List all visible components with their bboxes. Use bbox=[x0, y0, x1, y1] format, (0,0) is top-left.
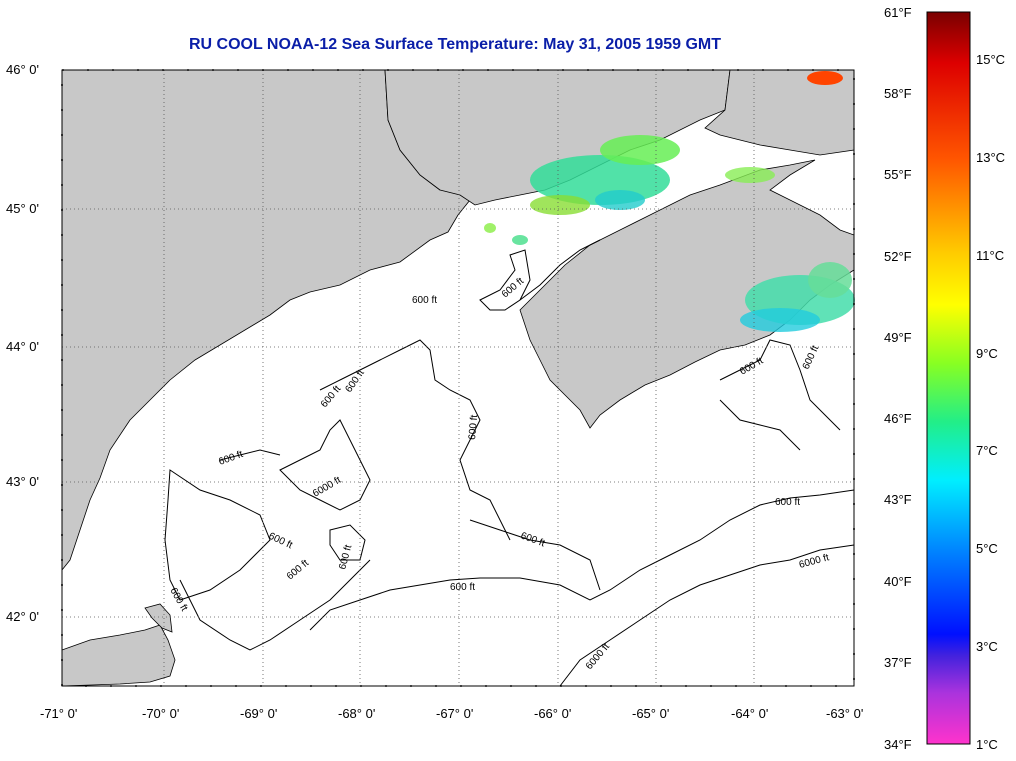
frame-ticks bbox=[61, 69, 855, 687]
f-label: 43°F bbox=[884, 492, 912, 507]
f-label: 55°F bbox=[884, 167, 912, 182]
f-label: 40°F bbox=[884, 574, 912, 589]
lon-tick-label: -65° 0' bbox=[632, 706, 669, 721]
latitude-axis: 46° 0' 45° 0' 44° 0' 43° 0' 42° 0' bbox=[6, 62, 39, 624]
c-label: 3°C bbox=[976, 639, 998, 654]
lon-tick-label: -68° 0' bbox=[338, 706, 375, 721]
lon-tick-label: -66° 0' bbox=[534, 706, 571, 721]
land-cape-cod bbox=[61, 624, 176, 687]
lat-tick-label: 43° 0' bbox=[6, 474, 39, 489]
contour-label: 600 ft bbox=[467, 414, 480, 440]
c-label: 7°C bbox=[976, 443, 998, 458]
f-label: 34°F bbox=[884, 737, 912, 752]
c-label: 13°C bbox=[976, 150, 1005, 165]
contour-label: 600 ft bbox=[775, 497, 800, 508]
lon-tick-label: -64° 0' bbox=[731, 706, 768, 721]
lon-tick-label: -67° 0' bbox=[436, 706, 473, 721]
f-label: 61°F bbox=[884, 5, 912, 20]
c-label: 9°C bbox=[976, 346, 998, 361]
longitude-axis: -71° 0' -70° 0' -69° 0' -68° 0' -67° 0' … bbox=[40, 706, 863, 721]
depth-contours bbox=[164, 239, 855, 687]
f-label: 46°F bbox=[884, 411, 912, 426]
lat-tick-label: 45° 0' bbox=[6, 201, 39, 216]
f-label: 58°F bbox=[884, 86, 912, 101]
lat-tick-label: 44° 0' bbox=[6, 339, 39, 354]
color-bar-gradient bbox=[926, 11, 971, 745]
color-bar: 61°F 58°F 55°F 52°F 49°F 46°F 43°F 40°F … bbox=[884, 5, 1005, 752]
c-label: 15°C bbox=[976, 52, 1005, 67]
sst-patches bbox=[484, 71, 855, 332]
lon-tick-label: -71° 0' bbox=[40, 706, 77, 721]
contour-label: 600 ft bbox=[412, 295, 437, 306]
map-title: RU COOL NOAA-12 Sea Surface Temperature:… bbox=[188, 36, 722, 53]
lon-tick-label: -63° 0' bbox=[826, 706, 863, 721]
lat-tick-label: 46° 0' bbox=[6, 62, 39, 77]
f-label: 52°F bbox=[884, 249, 912, 264]
fahrenheit-labels: 61°F 58°F 55°F 52°F 49°F 46°F 43°F 40°F … bbox=[884, 5, 912, 752]
c-label: 11°C bbox=[976, 248, 1004, 263]
lat-tick-label: 42° 0' bbox=[6, 609, 39, 624]
c-label: 5°C bbox=[976, 541, 998, 556]
lon-tick-label: -69° 0' bbox=[240, 706, 277, 721]
celsius-labels: 15°C 13°C 11°C 9°C 7°C 5°C 3°C 1°C bbox=[976, 52, 1005, 752]
f-label: 37°F bbox=[884, 655, 912, 670]
contour-label: 600 ft bbox=[450, 582, 475, 593]
f-label: 49°F bbox=[884, 330, 912, 345]
c-label: 1°C bbox=[976, 737, 998, 752]
lon-tick-label: -70° 0' bbox=[142, 706, 179, 721]
graticule bbox=[62, 70, 854, 686]
land-cape-hook bbox=[144, 603, 173, 633]
